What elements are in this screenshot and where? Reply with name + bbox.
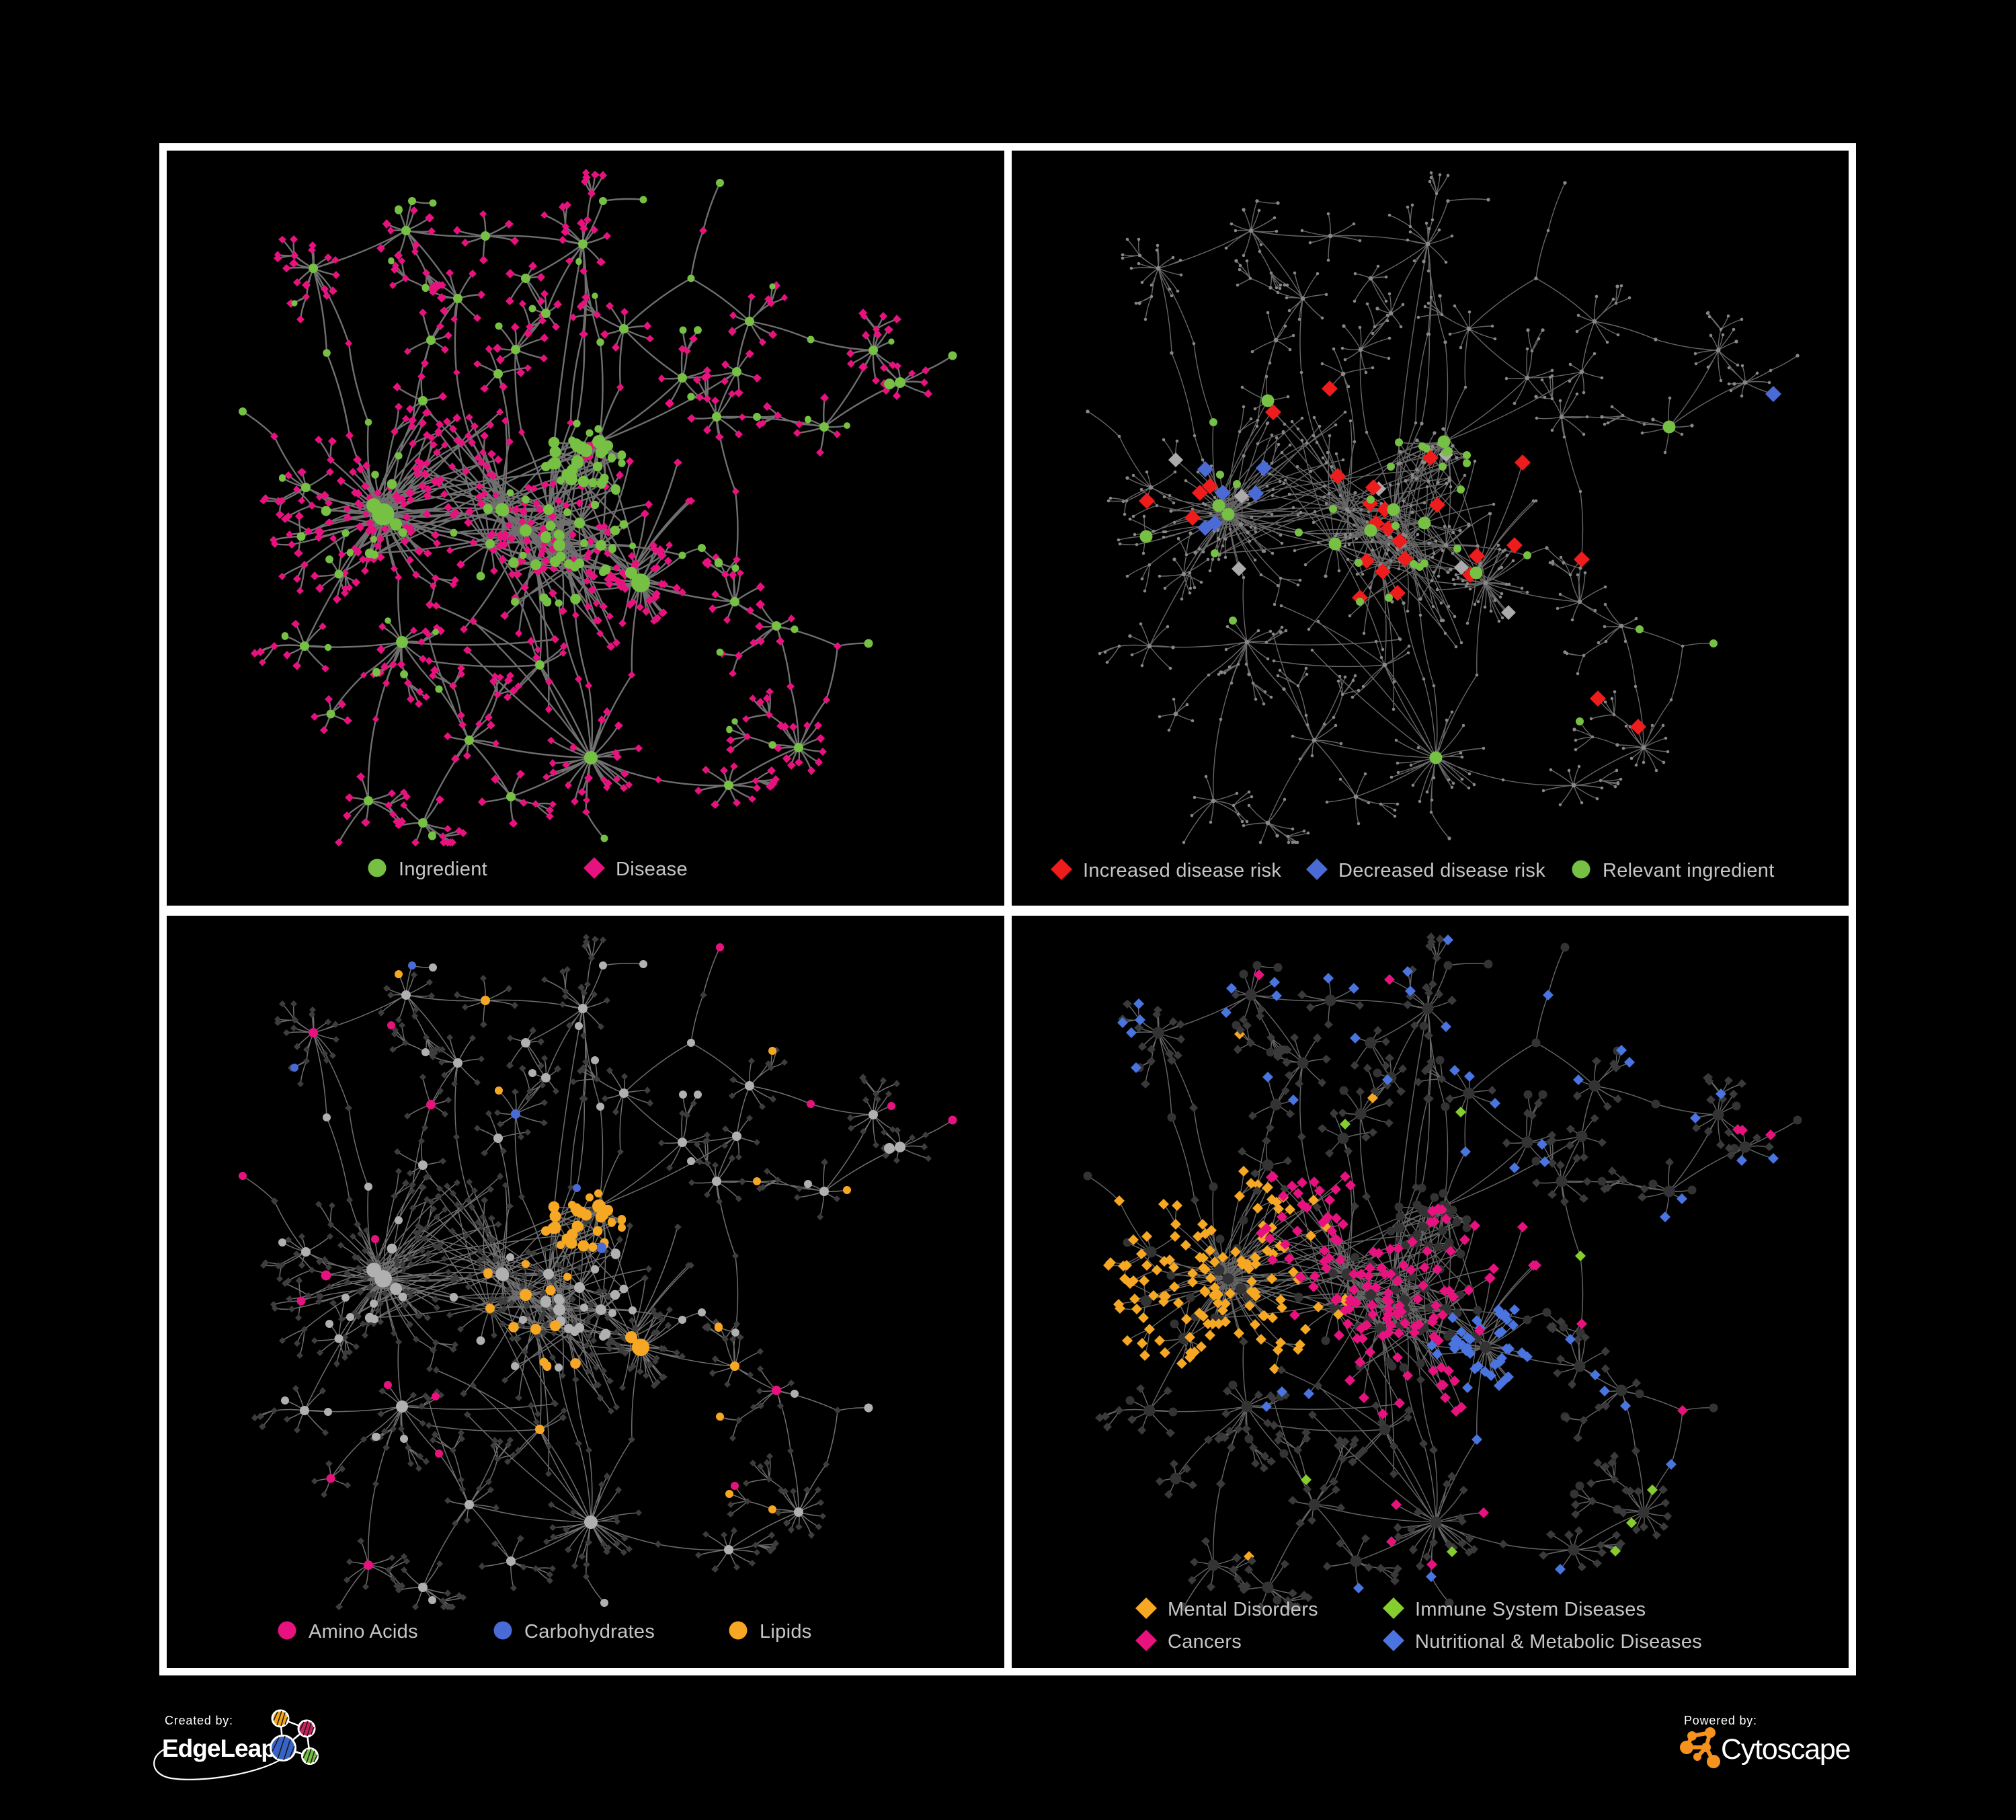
svg-text:Ingredient: Ingredient	[399, 859, 487, 880]
svg-text:Carbohydrates: Carbohydrates	[524, 1621, 655, 1643]
svg-text:Increased disease risk: Increased disease risk	[1083, 860, 1281, 881]
svg-text:Cancers: Cancers	[1168, 1631, 1242, 1653]
svg-text:EdgeLeap: EdgeLeap	[162, 1735, 276, 1762]
svg-text:Nutritional & Metabolic Diseas: Nutritional & Metabolic Diseases	[1415, 1631, 1702, 1653]
svg-text:Amino Acids: Amino Acids	[309, 1621, 418, 1643]
svg-text:Disease: Disease	[616, 859, 688, 880]
svg-text:Lipids: Lipids	[760, 1621, 812, 1643]
svg-text:Powered by:: Powered by:	[1684, 1714, 1757, 1727]
svg-text:Cytoscape: Cytoscape	[1721, 1733, 1850, 1766]
svg-text:Immune System Diseases: Immune System Diseases	[1415, 1599, 1646, 1620]
svg-text:Mental Disorders: Mental Disorders	[1168, 1599, 1318, 1620]
svg-text:Decreased disease risk: Decreased disease risk	[1338, 860, 1545, 881]
svg-text:Created by:: Created by:	[165, 1714, 233, 1727]
svg-text:Relevant ingredient: Relevant ingredient	[1603, 860, 1775, 881]
